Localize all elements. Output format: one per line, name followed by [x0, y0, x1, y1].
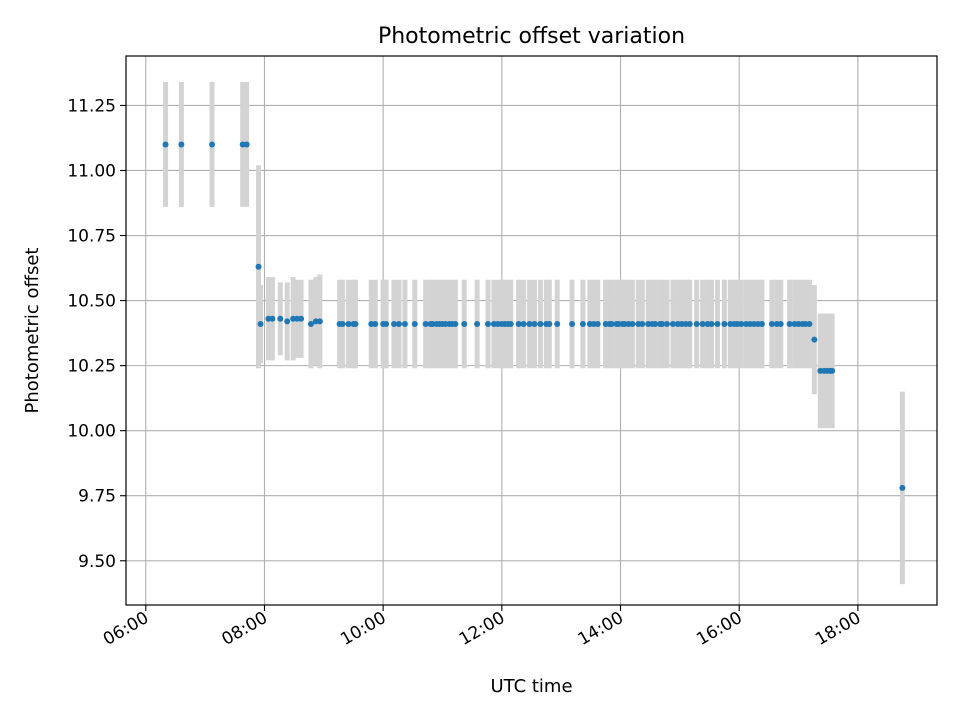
data-point — [829, 367, 836, 374]
data-point — [531, 320, 538, 327]
y-tick-label: 11.00 — [67, 161, 116, 181]
data-point — [474, 320, 481, 327]
y-tick-label: 10.75 — [67, 227, 116, 247]
data-point — [629, 320, 636, 327]
data-point — [652, 320, 659, 327]
data-point — [594, 320, 601, 327]
data-point — [786, 320, 793, 327]
data-point — [298, 315, 305, 322]
chart-title: Photometric offset variation — [378, 24, 685, 49]
data-point — [579, 320, 586, 327]
data-point — [639, 320, 646, 327]
data-point — [721, 320, 728, 327]
data-point — [277, 315, 284, 322]
data-point — [383, 320, 390, 327]
data-point — [569, 320, 576, 327]
data-point — [461, 320, 468, 327]
y-tick-label: 11.25 — [67, 96, 116, 116]
data-point — [422, 320, 429, 327]
data-point — [209, 141, 216, 148]
data-point — [554, 320, 561, 327]
data-point — [316, 318, 323, 325]
data-point — [758, 320, 765, 327]
data-point — [520, 320, 527, 327]
y-tick-label: 10.25 — [67, 357, 116, 377]
data-point — [526, 320, 533, 327]
data-point — [546, 320, 553, 327]
data-point — [899, 484, 906, 491]
data-point — [806, 320, 813, 327]
data-point — [395, 320, 402, 327]
data-point — [669, 320, 676, 327]
data-point — [537, 320, 544, 327]
data-point — [714, 320, 721, 327]
y-axis-label: Photometric offset — [22, 248, 43, 414]
data-point — [345, 320, 352, 327]
data-point — [686, 320, 693, 327]
data-point — [257, 320, 264, 327]
data-point — [608, 320, 615, 327]
data-point — [339, 320, 346, 327]
data-point — [768, 320, 775, 327]
data-point — [243, 141, 250, 148]
data-point — [269, 315, 276, 322]
data-point — [693, 320, 700, 327]
data-point — [372, 320, 379, 327]
data-point — [811, 336, 818, 343]
y-axis-ticks: 9.50 9.75 10.00 10.25 10.50 10.75 11.00 11.25 — [67, 96, 126, 572]
data-point — [738, 320, 745, 327]
y-tick-label: 10.50 — [67, 292, 116, 312]
data-point — [507, 320, 514, 327]
x-axis-label: UTC time — [490, 676, 572, 697]
y-tick-label: 9.75 — [78, 487, 116, 507]
plot-frame — [125, 55, 938, 606]
y-tick-label: 9.50 — [78, 552, 116, 572]
y-tick-label: 10.00 — [67, 422, 116, 442]
data-point — [411, 320, 418, 327]
data-point — [307, 320, 314, 327]
data-point — [255, 263, 262, 270]
data-point — [352, 320, 359, 327]
data-points — [162, 141, 906, 491]
data-point — [777, 320, 784, 327]
data-point — [452, 320, 459, 327]
data-point — [659, 320, 666, 327]
data-point — [162, 141, 169, 148]
data-point — [284, 318, 291, 325]
data-point — [515, 320, 522, 327]
data-point — [699, 320, 706, 327]
data-point — [484, 320, 491, 327]
data-point — [391, 320, 398, 327]
data-point — [663, 320, 670, 327]
data-point — [401, 320, 408, 327]
data-point — [708, 320, 715, 327]
data-point — [178, 141, 185, 148]
